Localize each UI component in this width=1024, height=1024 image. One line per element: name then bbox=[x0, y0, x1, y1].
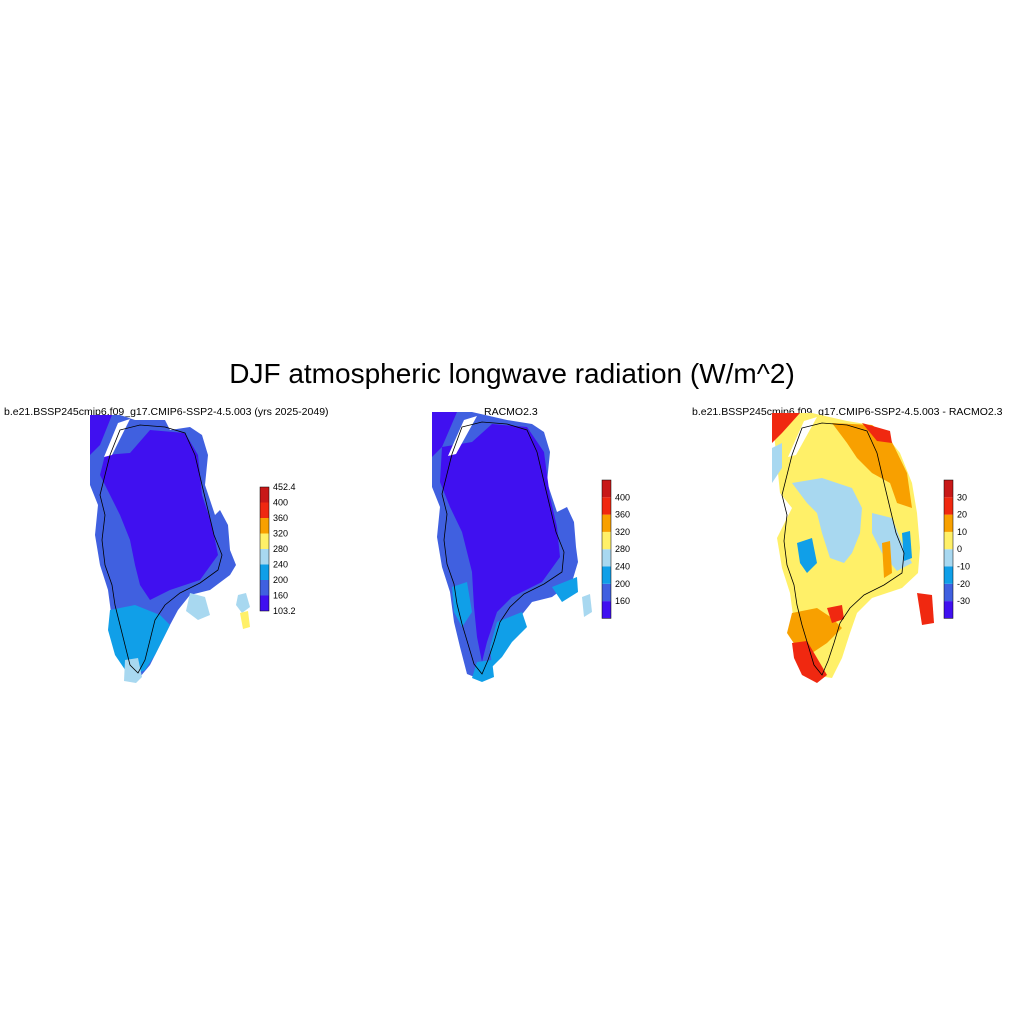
colorbar-swatch bbox=[602, 566, 611, 584]
colorbar-tick-label: 20 bbox=[957, 510, 967, 520]
colorbar-swatch bbox=[944, 566, 953, 584]
colorbar-swatch bbox=[944, 549, 953, 567]
colorbar-swatch bbox=[944, 583, 953, 602]
colorbar-swatch bbox=[602, 601, 611, 619]
coastline bbox=[441, 421, 565, 675]
colorbar-tick-label: 320 bbox=[615, 527, 630, 537]
colorbar-tick-label: 280 bbox=[615, 544, 630, 554]
colorbar-tick-label: 360 bbox=[273, 513, 288, 523]
colorbar-frame bbox=[601, 479, 612, 619]
colorbar-frame bbox=[259, 486, 270, 612]
coastline bbox=[99, 424, 223, 674]
colorbar-swatch bbox=[944, 514, 953, 532]
colorbar-swatch bbox=[260, 502, 269, 518]
colorbar-swatch bbox=[260, 533, 269, 549]
colorbar-swatch bbox=[260, 580, 269, 596]
colorbar-swatch bbox=[602, 531, 611, 550]
colorbar-swatch bbox=[944, 601, 953, 619]
colorbar-swatch bbox=[260, 595, 269, 611]
panel-model-colorbar: 103.2 160 200 240 280 320 360 400 452.4 bbox=[259, 482, 296, 616]
greenland-field bbox=[90, 415, 250, 683]
colorbar-tick-label: 10 bbox=[957, 527, 967, 537]
greenland-field bbox=[432, 412, 592, 682]
colorbar-tick-label: 400 bbox=[615, 492, 630, 502]
panel-difference-title: b.e21.BSSP245cmip6.f09_g17.CMIP6-SSP2-4.… bbox=[692, 406, 1003, 418]
difference-field bbox=[772, 413, 934, 683]
colorbar-tick-label: 452.4 bbox=[273, 482, 296, 492]
colorbar-tick-label: -10 bbox=[957, 562, 970, 572]
panel-racmo-colorbar: 160 200 240 280 320 360 400 bbox=[601, 479, 630, 619]
colorbar-swatch bbox=[602, 583, 611, 602]
colorbar-swatch bbox=[944, 480, 953, 498]
colorbar-swatch bbox=[602, 549, 611, 567]
colorbar-tick-label: 280 bbox=[273, 544, 288, 554]
figure-title: DJF atmospheric longwave radiation (W/m^… bbox=[229, 358, 795, 389]
coastline bbox=[781, 422, 905, 676]
panel-model-map bbox=[90, 415, 250, 683]
colorbar-swatch bbox=[602, 497, 611, 515]
colorbar-tick-label: 200 bbox=[273, 575, 288, 585]
colorbar-swatch bbox=[260, 549, 269, 565]
panel-model-title: b.e21.BSSP245cmip6.f09_g17.CMIP6-SSP2-4.… bbox=[4, 406, 329, 418]
colorbar-tick-label: 103.2 bbox=[273, 606, 296, 616]
colorbar-tick-label: 160 bbox=[273, 591, 288, 601]
colorbar-tick-label: 200 bbox=[615, 579, 630, 589]
colorbar-swatch bbox=[260, 564, 269, 580]
colorbar-tick-label: 240 bbox=[273, 560, 288, 570]
colorbar-tick-label: -20 bbox=[957, 579, 970, 589]
colorbar-swatch bbox=[602, 514, 611, 532]
colorbar-swatch bbox=[602, 480, 611, 498]
colorbar-swatch bbox=[260, 518, 269, 534]
colorbar-frame bbox=[943, 479, 954, 619]
colorbar-tick-label: 0 bbox=[957, 544, 962, 554]
colorbar-tick-label: 360 bbox=[615, 510, 630, 520]
panel-racmo-title: RACMO2.3 bbox=[484, 406, 538, 418]
panel-racmo-map bbox=[432, 412, 592, 682]
colorbar-tick-label: -30 bbox=[957, 596, 970, 606]
panel-difference-colorbar: -30 -20 -10 0 10 20 30 bbox=[943, 479, 970, 619]
colorbar-tick-label: 400 bbox=[273, 498, 288, 508]
colorbar-tick-label: 320 bbox=[273, 529, 288, 539]
colorbar-tick-label: 160 bbox=[615, 596, 630, 606]
colorbar-swatch bbox=[260, 487, 269, 503]
colorbar-swatch bbox=[944, 497, 953, 515]
colorbar-tick-label: 30 bbox=[957, 492, 967, 502]
colorbar-swatch bbox=[944, 531, 953, 550]
panel-difference-map bbox=[772, 413, 934, 683]
colorbar-tick-label: 240 bbox=[615, 562, 630, 572]
